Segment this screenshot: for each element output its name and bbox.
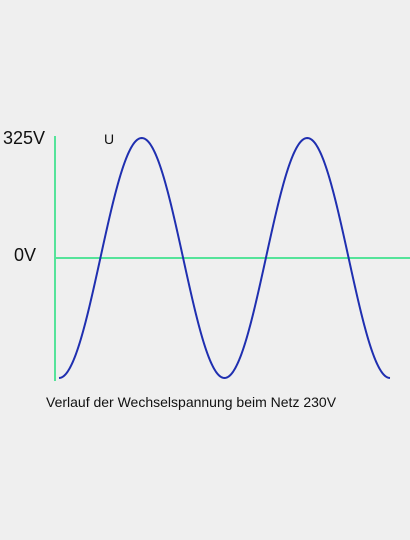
y-tick-label-zero: 0V bbox=[14, 245, 36, 265]
chart-caption: Verlauf der Wechselspannung beim Netz 23… bbox=[46, 394, 337, 410]
series-label-u: U bbox=[104, 131, 114, 147]
voltage-series-line bbox=[58, 136, 391, 380]
y-tick-label-max: 325V bbox=[3, 128, 45, 148]
